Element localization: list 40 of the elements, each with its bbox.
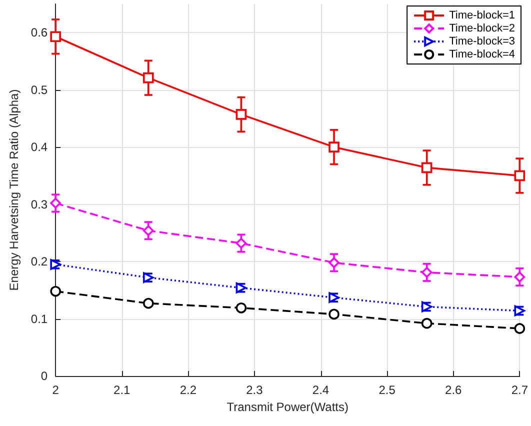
point xyxy=(142,72,154,84)
point xyxy=(328,142,340,152)
x-tick-label: 2.6 xyxy=(445,383,462,397)
point xyxy=(514,323,526,334)
point xyxy=(514,272,526,282)
point xyxy=(514,170,526,182)
x-tick-label: 2.5 xyxy=(378,383,396,397)
x-tick-label: 2.2 xyxy=(180,383,197,397)
point xyxy=(421,318,432,329)
y-tick-label: 0 xyxy=(40,369,48,383)
legend-label: Time-block=4 xyxy=(449,48,515,60)
y-tick-label: 0.5 xyxy=(30,82,48,97)
point xyxy=(50,286,61,297)
point xyxy=(421,267,432,278)
point xyxy=(143,298,154,309)
y-axis-title: Energy Harvetsing Time Ratio (Alpha) xyxy=(7,89,21,291)
point xyxy=(50,259,61,270)
point xyxy=(328,257,340,268)
y-tick-label: 0.1 xyxy=(30,312,48,326)
legend-label: Time-block=1 xyxy=(449,10,515,22)
point xyxy=(142,225,154,236)
point xyxy=(50,31,61,42)
y-tick-label: 0.6 xyxy=(30,26,48,40)
x-tick-label: 2.1 xyxy=(114,383,131,397)
x-tick-label: 2 xyxy=(52,383,60,397)
x-tick-label: 2.7 xyxy=(511,383,528,397)
point xyxy=(50,198,61,209)
legend-label: Time-block=3 xyxy=(449,36,515,48)
y-tick-label: 0.2 xyxy=(30,254,48,269)
point xyxy=(236,302,247,314)
point xyxy=(236,238,247,249)
x-axis-title: Transmit Power(Watts) xyxy=(226,400,349,414)
point xyxy=(421,162,432,174)
point xyxy=(236,109,247,120)
point xyxy=(328,308,340,320)
x-tick-label: 2.3 xyxy=(246,383,264,397)
x-tick-label: 2.4 xyxy=(312,383,330,397)
legend-label: Time-block=2 xyxy=(449,22,515,34)
y-tick-label: 0.3 xyxy=(30,197,48,212)
y-tick-label: 0.4 xyxy=(30,140,48,154)
